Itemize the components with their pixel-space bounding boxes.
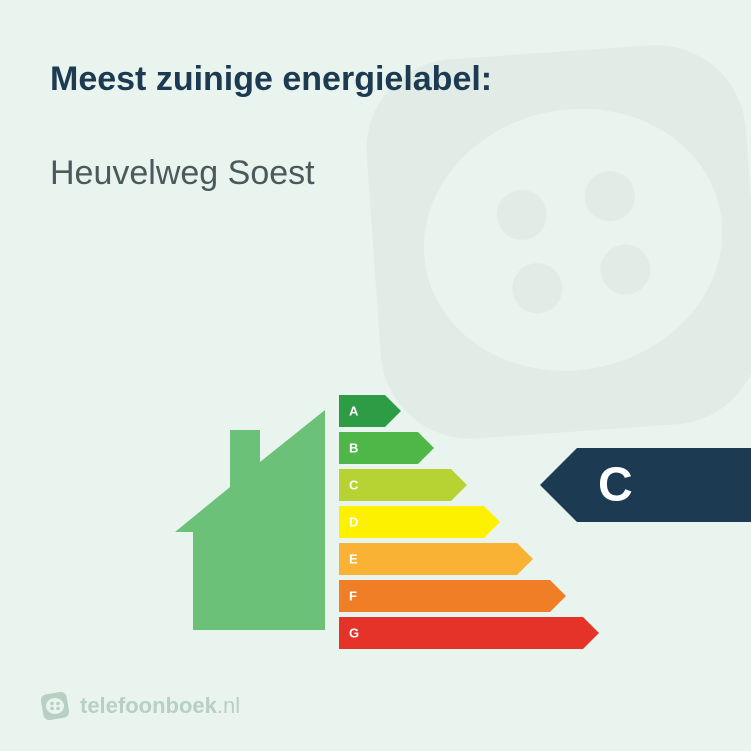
bar-label: C [349, 478, 358, 493]
footer-brand-light: .nl [217, 693, 240, 718]
footer-logo-icon [40, 691, 70, 721]
bar-label: B [349, 441, 358, 456]
bar-shape [339, 580, 566, 612]
bar-label: D [349, 515, 358, 530]
house-icon [175, 410, 325, 630]
energy-chart: A B C D E F G C [175, 395, 751, 655]
footer: telefoonboek.nl [40, 691, 240, 721]
bar-shape [339, 543, 533, 575]
energy-bar-e: E [339, 543, 599, 575]
energy-bars: A B C D E F G [339, 395, 599, 654]
rating-badge: C [540, 448, 751, 522]
bar-label: F [349, 589, 357, 604]
bar-label: E [349, 552, 358, 567]
footer-brand-bold: telefoonboek [80, 693, 217, 718]
bar-label: G [349, 626, 359, 641]
page-title: Meest zuinige energielabel: [50, 60, 701, 99]
energy-bar-g: G [339, 617, 599, 649]
bar-label: A [349, 404, 358, 419]
footer-brand: telefoonboek.nl [80, 693, 240, 719]
content-area: Meest zuinige energielabel: Heuvelweg So… [0, 0, 751, 193]
rating-letter: C [598, 458, 633, 513]
bar-shape [339, 617, 599, 649]
bar-shape [339, 506, 500, 538]
energy-bar-a: A [339, 395, 599, 427]
energy-bar-f: F [339, 580, 599, 612]
page-subtitle: Heuvelweg Soest [50, 154, 701, 193]
